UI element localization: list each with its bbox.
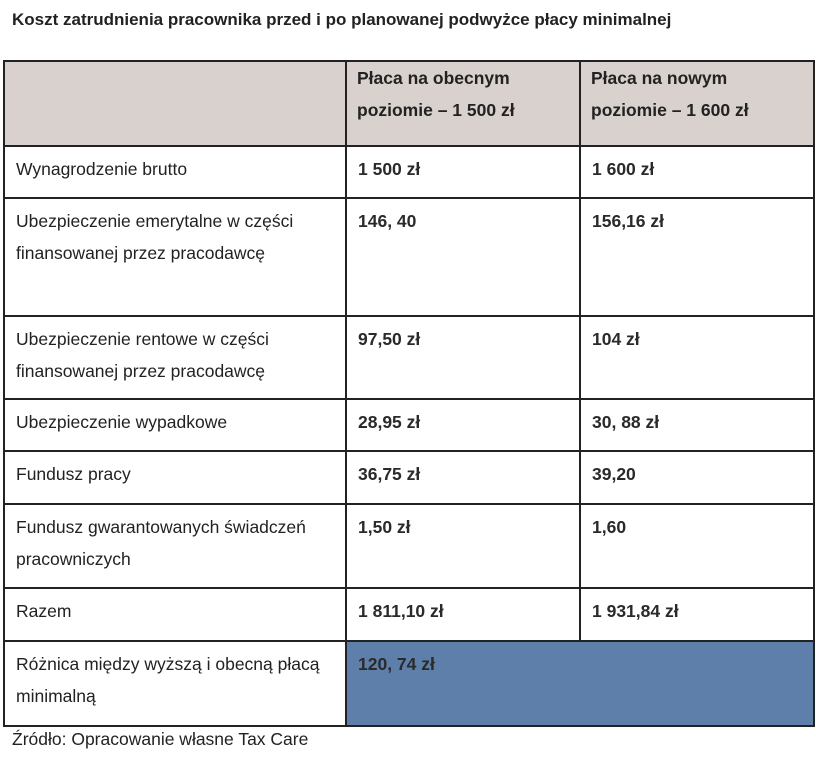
row-current: 1,50 zł [345,503,581,589]
row-label: Razem [3,587,347,642]
row-label: Fundusz gwarantowanych świadczeń pracown… [3,503,347,589]
document-title: Koszt zatrudnienia pracownika przed i po… [12,10,672,29]
difference-value: 120, 74 zł [345,640,815,727]
header-new: Płaca na nowym poziomie – 1 600 zł [579,60,815,147]
table-row: Ubezpieczenie wypadkowe 28,95 zł 30, 88 … [3,398,815,452]
row-current: 1 500 zł [345,145,581,199]
row-new: 1,60 [579,503,815,589]
table-row: Ubezpieczenie emerytalne w części finans… [3,197,815,317]
table-header-row: Płaca na obecnym poziomie – 1 500 zł Pła… [3,60,815,147]
row-label: Fundusz pracy [3,450,347,505]
row-current: 97,50 zł [345,315,581,400]
source-note: Źródło: Opracowanie własne Tax Care [12,729,309,749]
row-new: 1 931,84 zł [579,587,815,642]
table-row: Razem 1 811,10 zł 1 931,84 zł [3,587,815,642]
header-current-text: Płaca na obecnym poziomie – 1 500 zł [357,68,515,120]
table-row: Fundusz gwarantowanych świadczeń pracown… [3,503,815,589]
row-new: 39,20 [579,450,815,505]
row-new: 156,16 zł [579,197,815,317]
row-new: 30, 88 zł [579,398,815,452]
row-current: 146, 40 [345,197,581,317]
row-current: 28,95 zł [345,398,581,452]
row-label: Wynagrodzenie brutto [3,145,347,199]
header-empty [3,60,347,147]
row-new: 104 zł [579,315,815,400]
row-label: Ubezpieczenie wypadkowe [3,398,347,452]
row-current: 1 811,10 zł [345,587,581,642]
difference-label: Różnica między wyższą i obecną płacą min… [3,640,347,727]
row-label: Ubezpieczenie rentowe w części finansowa… [3,315,347,400]
difference-row: Różnica między wyższą i obecną płacą min… [3,640,815,727]
table-row: Ubezpieczenie rentowe w części finansowa… [3,315,815,400]
row-current: 36,75 zł [345,450,581,505]
header-new-text: Płaca na nowym poziomie – 1 600 zł [591,68,749,120]
cost-table: Płaca na obecnym poziomie – 1 500 zł Pła… [3,60,815,727]
table-row: Fundusz pracy 36,75 zł 39,20 [3,450,815,505]
row-label: Ubezpieczenie emerytalne w części finans… [3,197,347,317]
table-row: Wynagrodzenie brutto 1 500 zł 1 600 zł [3,145,815,199]
header-current: Płaca na obecnym poziomie – 1 500 zł [345,60,581,147]
row-new: 1 600 zł [579,145,815,199]
